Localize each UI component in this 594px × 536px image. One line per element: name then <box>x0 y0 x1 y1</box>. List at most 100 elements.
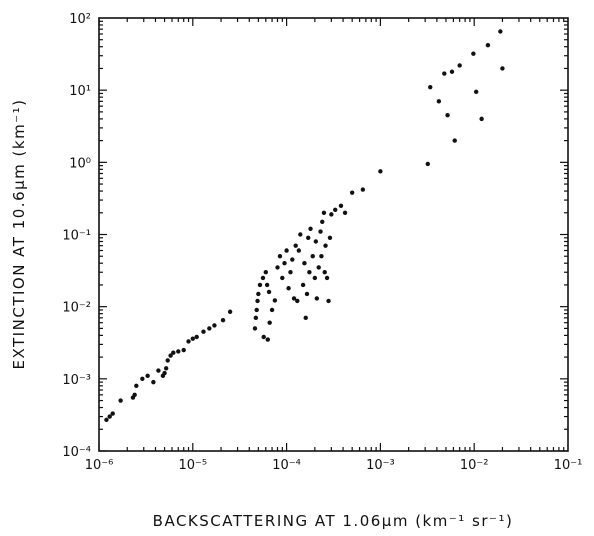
data-point <box>264 282 270 288</box>
data-point <box>442 71 447 76</box>
data-point <box>272 298 278 303</box>
data-point <box>320 219 325 224</box>
data-point <box>275 265 280 270</box>
data-point <box>104 417 109 423</box>
data-point <box>254 307 259 313</box>
data-point <box>445 112 450 118</box>
x-tick-label: 10⁻¹ <box>554 458 583 473</box>
data-point <box>265 337 270 342</box>
data-point <box>324 275 330 281</box>
data-point <box>186 339 191 344</box>
data-point <box>349 190 355 195</box>
data-point <box>360 187 366 192</box>
data-point <box>261 334 266 340</box>
data-point <box>318 229 323 234</box>
data-point <box>151 379 156 385</box>
data-point <box>140 376 145 382</box>
data-point <box>171 350 176 355</box>
x-tick-label: 10⁻² <box>460 458 489 473</box>
x-tick-label: 10⁻⁵ <box>178 458 207 473</box>
data-point <box>284 248 289 253</box>
data-point <box>342 210 348 215</box>
data-point <box>194 334 199 340</box>
data-point <box>313 239 319 244</box>
data-point <box>156 368 161 373</box>
data-point <box>310 254 315 259</box>
data-point <box>256 291 261 297</box>
y-tick-label: 10⁰ <box>69 156 91 171</box>
data-point <box>207 326 212 331</box>
y-tick-label: 10⁻³ <box>62 373 91 388</box>
data-point <box>255 298 260 304</box>
data-point <box>145 373 150 379</box>
data-point <box>253 315 259 321</box>
data-point <box>457 63 462 68</box>
data-point <box>321 210 327 215</box>
data-point <box>162 370 167 376</box>
data-point <box>269 307 275 313</box>
data-point <box>263 270 268 275</box>
data-point <box>498 29 503 34</box>
data-point <box>181 347 186 353</box>
y-tick-label: 10⁻² <box>62 301 91 316</box>
data-point <box>307 270 312 275</box>
data-point <box>479 116 484 122</box>
data-point <box>212 323 217 328</box>
data-point <box>378 169 383 174</box>
data-point <box>425 161 430 167</box>
data-point <box>252 326 258 331</box>
data-point <box>260 275 266 281</box>
x-tick-label: 10⁻⁶ <box>85 458 114 473</box>
data-point <box>291 296 297 301</box>
y-tick-label: 10⁻⁴ <box>62 445 91 460</box>
data-point <box>296 248 302 253</box>
data-point <box>306 235 311 241</box>
data-point <box>107 414 112 419</box>
data-point <box>323 243 328 248</box>
data-point <box>302 261 307 266</box>
data-point <box>303 315 308 321</box>
data-point <box>314 296 320 301</box>
data-point <box>452 138 457 143</box>
axis-ticks <box>98 18 568 452</box>
data-point <box>326 298 331 304</box>
data-point <box>201 329 206 334</box>
data-point <box>277 254 283 259</box>
data-point <box>436 99 442 104</box>
data-point <box>316 265 321 270</box>
data-point <box>322 270 327 275</box>
data-point <box>500 66 505 71</box>
y-tick-label: 10¹ <box>69 84 91 99</box>
data-point <box>134 383 139 389</box>
data-point <box>190 336 195 341</box>
data-point <box>176 349 181 354</box>
data-point <box>282 261 287 266</box>
data-point <box>449 69 455 74</box>
data-point <box>338 203 344 208</box>
data-point <box>266 289 272 295</box>
data-point <box>290 257 295 262</box>
x-axis-label: BACKSCATTERING AT 1.06μm (km⁻¹ sr⁻¹) <box>153 512 514 530</box>
x-tick-label: 10⁻³ <box>366 458 395 473</box>
y-axis-label: EXTINCTION AT 10.6μm (km⁻¹) <box>10 99 28 370</box>
data-point <box>298 232 303 237</box>
x-tick-label: 10⁻⁴ <box>272 458 301 473</box>
data-point <box>163 366 169 371</box>
data-point <box>168 353 173 358</box>
data-point <box>110 411 115 416</box>
data-point <box>329 212 334 217</box>
data-point <box>227 309 233 314</box>
data-point <box>327 235 333 241</box>
plot-frame <box>98 17 569 452</box>
data-point <box>485 42 491 48</box>
data-points <box>104 29 505 423</box>
data-point <box>428 84 433 90</box>
data-point <box>286 286 291 291</box>
data-point <box>293 243 298 248</box>
data-point <box>118 398 123 403</box>
data-point <box>257 282 263 288</box>
data-point <box>319 254 324 259</box>
data-point <box>304 291 310 297</box>
data-point <box>288 270 293 275</box>
